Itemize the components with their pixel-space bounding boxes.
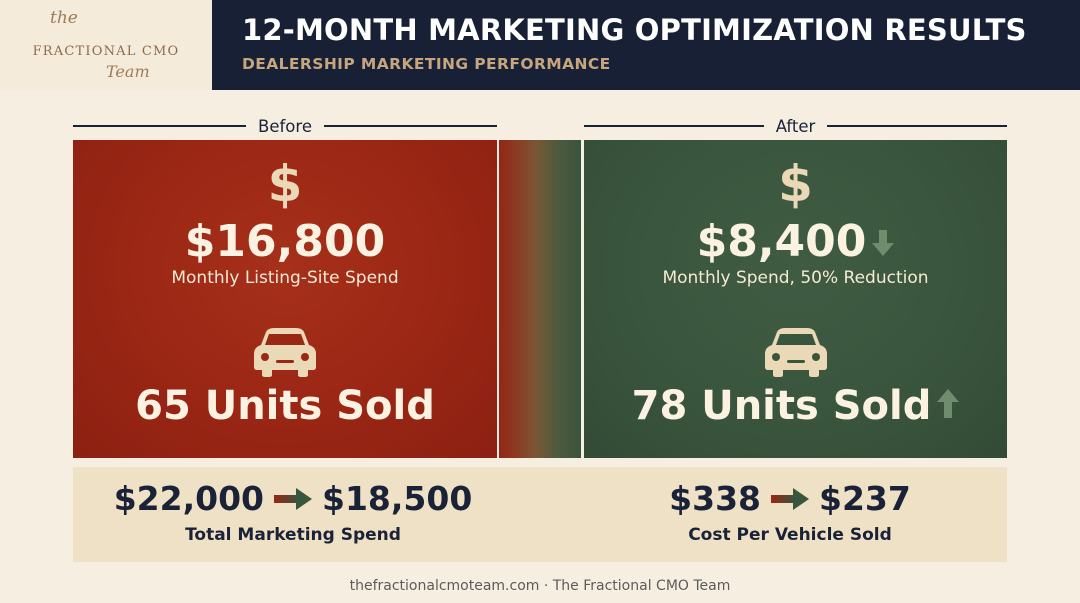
total-spend-before: $22,000: [113, 479, 264, 518]
before-label: Before: [258, 116, 312, 136]
car-icon: [584, 326, 1007, 378]
header-bar: 12-MONTH MARKETING OPTIMIZATION RESULTS …: [212, 0, 1080, 90]
car-icon: [73, 326, 497, 378]
after-panel: $ $8,400 Monthly Spend, 50% Reduction 78…: [584, 140, 1007, 458]
cost-per-vehicle-label: Cost Per Vehicle Sold: [688, 525, 892, 545]
total-spend-metric: $22,000 $18,500 Total Marketing Spend: [73, 467, 513, 562]
arrow-up-icon: [937, 382, 960, 434]
after-units-sold: 78 Units Sold: [631, 383, 932, 429]
arrow-right-icon: [771, 479, 809, 518]
brand-logo: the FRACTIONAL CMO Team: [0, 0, 212, 90]
arrow-down-icon: [872, 218, 895, 270]
before-panel: $ $16,800 Monthly Listing-Site Spend 65 …: [73, 140, 497, 458]
before-section-label: Before: [73, 115, 498, 137]
total-spend-after: $18,500: [322, 479, 473, 518]
cost-per-vehicle-after: $237: [819, 479, 911, 518]
before-spend-label: Monthly Listing-Site Spend: [171, 268, 399, 288]
cost-per-vehicle-values: $338 $237: [573, 479, 1007, 518]
cost-per-vehicle-before: $338: [669, 479, 761, 518]
after-spend-label: Monthly Spend, 50% Reduction: [662, 268, 929, 288]
logo-team-text: Team: [106, 62, 150, 81]
page-subtitle: DEALERSHIP MARKETING PERFORMANCE: [242, 55, 611, 73]
after-spend-value: $8,400: [696, 216, 867, 267]
total-spend-label: Total Marketing Spend: [185, 525, 401, 545]
page-title: 12-MONTH MARKETING OPTIMIZATION RESULTS: [242, 13, 1027, 47]
after-units-row: 78 Units Sold: [584, 380, 1007, 434]
before-spend-value: $16,800: [184, 216, 386, 267]
logo-the-text: the: [50, 8, 78, 28]
logo-main-text: FRACTIONAL CMO: [32, 44, 180, 59]
summary-metrics-band: $22,000 $18,500 Total Marketing Spend $3…: [73, 467, 1007, 562]
before-units-sold: 65 Units Sold: [135, 383, 435, 429]
cost-per-vehicle-metric: $338 $237 Cost Per Vehicle Sold: [573, 467, 1007, 562]
arrow-right-icon: [274, 479, 312, 518]
divider-line: [323, 125, 498, 127]
after-label: After: [775, 116, 816, 136]
dollar-icon: $: [267, 155, 303, 213]
divider-line: [73, 125, 247, 127]
divider-line: [827, 125, 1007, 127]
dollar-icon: $: [778, 155, 813, 213]
total-spend-values: $22,000 $18,500: [73, 479, 513, 518]
after-section-label: After: [584, 115, 1007, 137]
panel-transition-gradient: [499, 140, 581, 458]
after-spend-row: $8,400: [584, 216, 1007, 270]
divider-line: [584, 125, 764, 127]
footer-credit: thefractionalcmoteam.com · The Fractiona…: [349, 578, 731, 594]
